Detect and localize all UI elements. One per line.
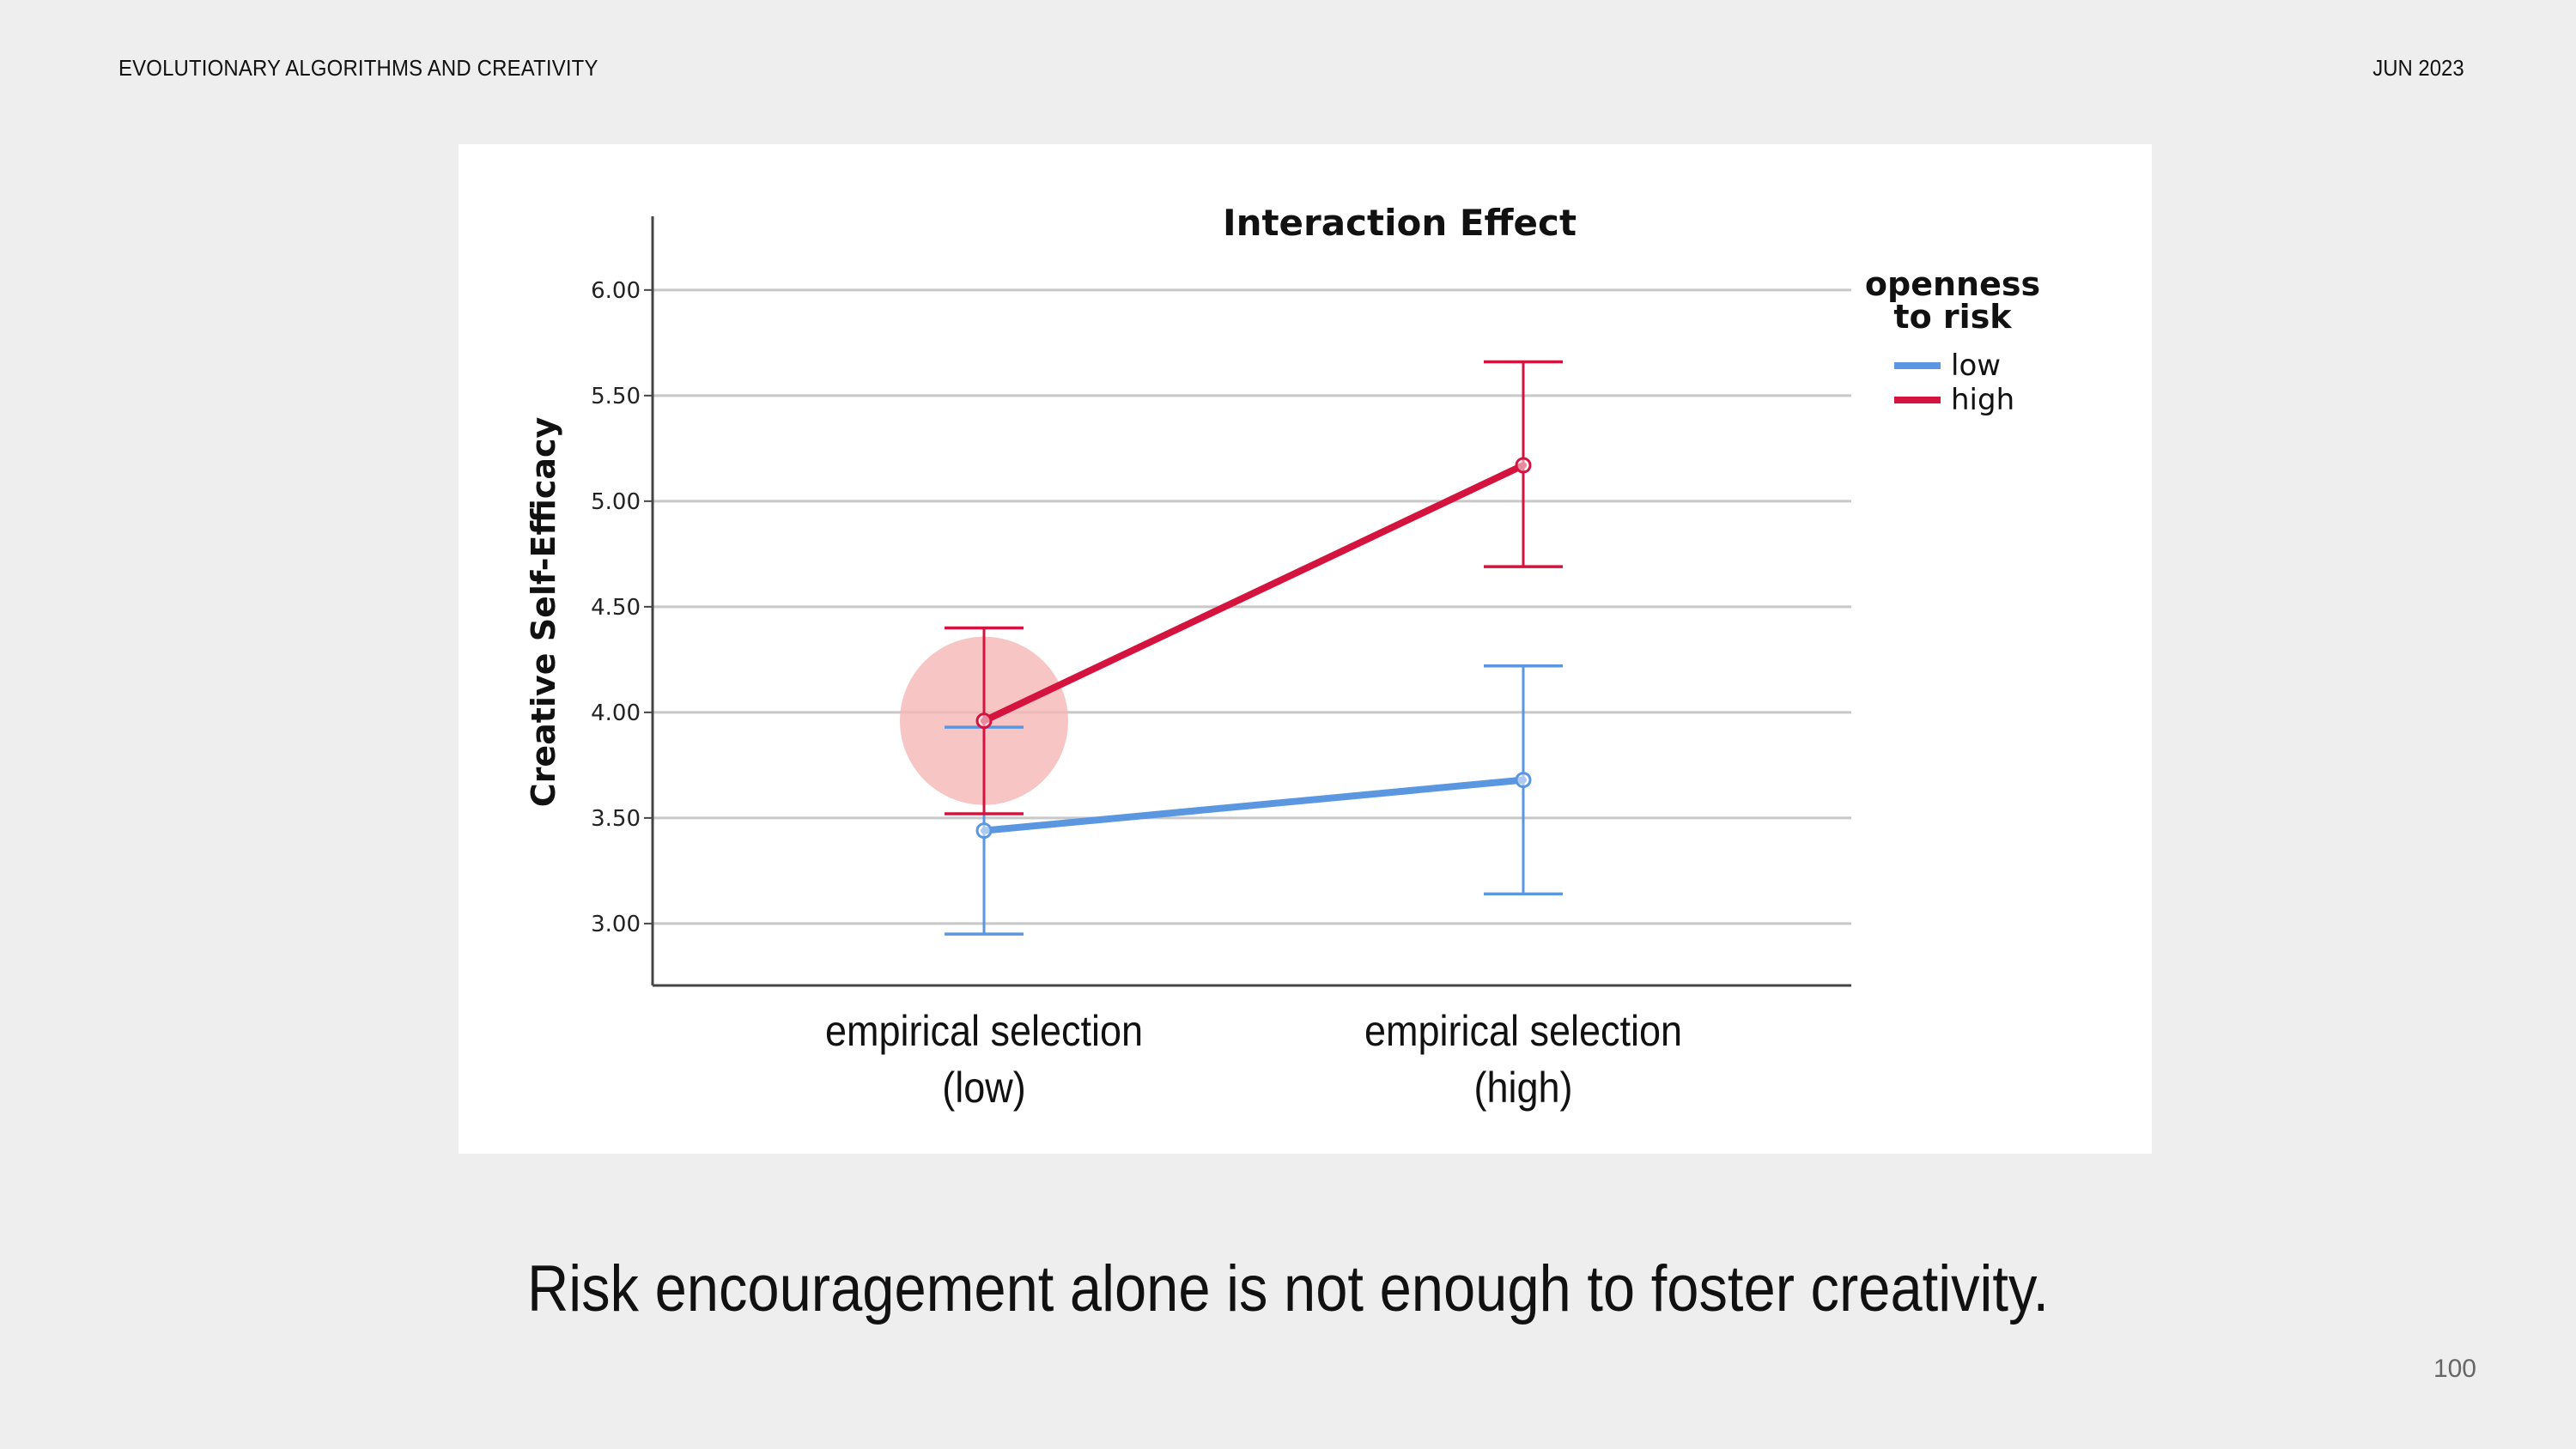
page-number: 100 [2433, 1355, 2476, 1383]
x-category-label: empirical selection (high) [1364, 1008, 1682, 1113]
y-tick-label: 3.50 [591, 806, 641, 832]
chart-title: Interaction Effect [1223, 202, 1577, 244]
legend-label-high: high [1951, 383, 2014, 417]
y-tick-label: 4.00 [591, 700, 641, 726]
series-line-high [981, 462, 1527, 724]
legend-label-low: low [1951, 349, 2001, 383]
interaction-effect-chart: 3.00 3.50 4.00 4.50 5.00 5.50 6.00 Interaction … [525, 202, 2040, 1113]
slide-date: JUN 2023 [2372, 55, 2464, 81]
x-category-label: empirical selection (low) [825, 1008, 1143, 1113]
series-line-low [981, 776, 1527, 834]
y-tick-label: 5.00 [591, 489, 641, 515]
data-point-high [975, 712, 993, 730]
chart-panel: 3.00 3.50 4.00 4.50 5.00 5.50 6.00 Interaction … [459, 144, 2152, 1154]
data-point-low [975, 822, 993, 840]
y-tick-label: 6.00 [591, 278, 641, 304]
deck-title: EVOLUTIONARY ALGORITHMS AND CREATIVITY [118, 55, 598, 81]
slide-caption: Risk encouragement alone is not enough t… [526, 1252, 2050, 1325]
y-tick-label: 5.50 [591, 384, 641, 409]
data-point-high [1515, 457, 1532, 474]
y-axis-label: Creative Self-Efficacy [525, 416, 562, 807]
y-tick-label: 4.50 [591, 595, 641, 621]
legend-title: openness to risk [1865, 265, 2040, 336]
data-point-low [1515, 772, 1532, 789]
y-tick-label: 3.00 [591, 912, 641, 937]
